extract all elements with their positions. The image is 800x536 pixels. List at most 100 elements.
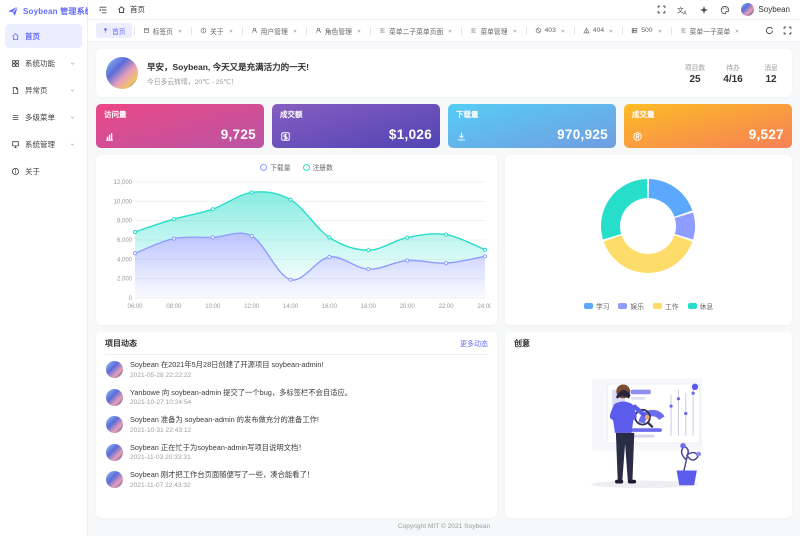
bottom-row: 项目动态 更多动态 Soybean 在2021年5月28日创建了开源项目 soy… <box>96 332 792 518</box>
stat-card-dollar: 成交额 $1,026 <box>272 104 440 148</box>
svg-text:A: A <box>684 10 688 15</box>
pie-chart-legend: 学习 娱乐 工作 休息 <box>583 299 713 313</box>
news-list-item: Soybean 刚才把工作台页面随便写了一些，凑合能看了！ 2021-11-07 … <box>105 465 488 493</box>
charts-row: 下载量 注册数 0 2,000 4,000 6,000 8,000 10,000 12,000… <box>96 155 792 325</box>
tab-角色管理[interactable]: 角色管理 <box>309 23 368 38</box>
sidebar-item-grid[interactable]: 系统功能 <box>5 51 82 75</box>
project-news-header: 项目动态 更多动态 <box>105 338 488 355</box>
greeting-stat: 项目数 25 <box>684 64 706 85</box>
tab-用户管理[interactable]: 用户管理 <box>245 23 304 38</box>
pie-legend-item[interactable]: 娱乐 <box>618 301 644 311</box>
svg-text:0: 0 <box>129 296 133 302</box>
project-news-card: 项目动态 更多动态 Soybean 在2021年5月28日创建了开源项目 soy… <box>96 332 497 518</box>
tab-divider <box>622 26 624 35</box>
svg-text:08:00: 08:00 <box>166 304 182 310</box>
svg-text:06:00: 06:00 <box>127 304 143 310</box>
sidebar-item-info[interactable]: 关于 <box>5 159 82 183</box>
svg-text:24:00: 24:00 <box>477 304 491 310</box>
fullscreen-icon[interactable] <box>657 5 666 14</box>
main-content: 早安，Soybean, 今天又是充满活力的一天! 今日多云转晴，20℃ - 25… <box>88 42 800 536</box>
tab-strip: 首页 标签页 关于 用户管理 角色管理 菜单二子菜单页面 菜单管理 403 404 500 菜单一子… <box>96 23 746 38</box>
tab-divider <box>305 26 307 35</box>
dollar-icon <box>280 131 291 142</box>
close-tab-icon[interactable] <box>356 28 362 34</box>
stat-card-download: 下载量 970,925 <box>448 104 616 148</box>
tab-标签页[interactable]: 标签页 <box>137 23 189 38</box>
close-tab-icon[interactable] <box>228 28 234 34</box>
tab-divider <box>670 26 672 35</box>
user-menu[interactable]: Soybean <box>741 3 790 16</box>
sidebar-item-list[interactable]: 多级菜单 <box>5 105 82 129</box>
greeting-card: 早安，Soybean, 今天又是充满活力的一天! 今日多云转晴，20℃ - 25… <box>96 49 792 97</box>
collapse-sidebar-button[interactable] <box>98 5 108 15</box>
line-chart-card: 下载量 注册数 0 2,000 4,000 6,000 8,000 10,000 12,000… <box>96 155 497 325</box>
close-tab-icon[interactable] <box>560 28 566 34</box>
svg-text:22:00: 22:00 <box>439 304 455 310</box>
close-tab-icon[interactable] <box>447 28 453 34</box>
more-news-link[interactable]: 更多动态 <box>460 340 488 348</box>
tab-divider <box>133 26 135 35</box>
tab-divider <box>525 26 527 35</box>
file-icon <box>11 86 20 95</box>
pie-legend-item[interactable]: 休息 <box>687 301 713 311</box>
menu-icon <box>680 27 687 34</box>
tab-500[interactable]: 500 <box>625 23 668 38</box>
stat-card-trademark: 成交量 9,527 <box>624 104 792 148</box>
warn-icon <box>583 27 590 34</box>
refresh-icon[interactable] <box>765 26 774 35</box>
tab-404[interactable]: 404 <box>577 23 620 38</box>
line-chart: 0 2,000 4,000 6,000 8,000 10,000 12,000 06:00 08… <box>102 174 494 325</box>
svg-text:12:00: 12:00 <box>244 304 260 310</box>
tab-首页[interactable]: 首页 <box>96 23 132 38</box>
svg-text:18:00: 18:00 <box>361 304 377 310</box>
monitor-icon <box>11 140 20 149</box>
tab-bar-actions <box>757 26 792 35</box>
menu-icon <box>379 27 386 34</box>
close-tab-icon[interactable] <box>512 28 518 34</box>
greeting-stat: 消息 12 <box>764 64 778 85</box>
greeting-avatar <box>106 57 138 89</box>
theme-icon[interactable] <box>699 5 709 15</box>
svg-text:6,000: 6,000 <box>117 238 133 244</box>
list-icon <box>11 113 20 122</box>
tab-关于[interactable]: 关于 <box>194 23 240 38</box>
tag-icon <box>143 27 150 34</box>
news-list-item: Soybean 准备为 soybean-admin 的发布做充分的准备工作! 20… <box>105 410 488 438</box>
tab-403[interactable]: 403 <box>529 23 572 38</box>
palette-icon[interactable] <box>720 5 730 15</box>
content-fullscreen-icon[interactable] <box>783 26 792 35</box>
svg-text:8,000: 8,000 <box>117 219 133 225</box>
news-list-item: Soybean 正在忙于为soybean-admin写项目说明文档！ 2021-1… <box>105 438 488 466</box>
close-tab-icon[interactable] <box>657 28 663 34</box>
close-tab-icon[interactable] <box>608 28 614 34</box>
pie-legend-item[interactable]: 工作 <box>653 301 679 311</box>
legend-item[interactable]: 下载量 <box>260 162 291 172</box>
tab-菜单管理[interactable]: 菜单管理 <box>464 23 523 38</box>
pie-legend-item[interactable]: 学习 <box>583 301 609 311</box>
tab-divider <box>369 26 371 35</box>
svg-text:10,000: 10,000 <box>114 199 133 205</box>
chevron-down-icon <box>69 60 76 67</box>
close-tab-icon[interactable] <box>292 28 298 34</box>
project-news-list: Soybean 在2021年5月28日创建了开源项目 soybean-admin… <box>105 355 488 512</box>
tab-菜单一子菜单[interactable]: 菜单一子菜单 <box>674 23 747 38</box>
sidebar-menu: 首页系统功能异常页多级菜单系统管理关于 <box>0 22 87 185</box>
server-icon <box>631 27 638 34</box>
tab-菜单二子菜单页面[interactable]: 菜单二子菜单页面 <box>373 23 459 38</box>
sidebar-item-file[interactable]: 异常页 <box>5 78 82 102</box>
close-tab-icon[interactable] <box>734 28 740 34</box>
sidebar-item-home[interactable]: 首页 <box>5 24 82 48</box>
breadcrumb[interactable]: 首页 <box>117 4 145 15</box>
app-logo[interactable]: Soybean 管理系统 <box>0 0 93 22</box>
tab-bar: 首页 标签页 关于 用户管理 角色管理 菜单二子菜单页面 菜单管理 403 404 500 菜单一子… <box>88 20 800 42</box>
greeting-stats: 项目数 25 待办 4/16 消息 12 <box>684 62 782 85</box>
tab-divider <box>241 26 243 35</box>
close-tab-icon[interactable] <box>177 28 183 34</box>
trademark-icon <box>632 131 643 142</box>
news-avatar <box>106 361 123 378</box>
creativity-card: 创意 <box>505 332 792 518</box>
legend-item[interactable]: 注册数 <box>302 162 333 172</box>
sidebar-item-monitor[interactable]: 系统管理 <box>5 132 82 156</box>
